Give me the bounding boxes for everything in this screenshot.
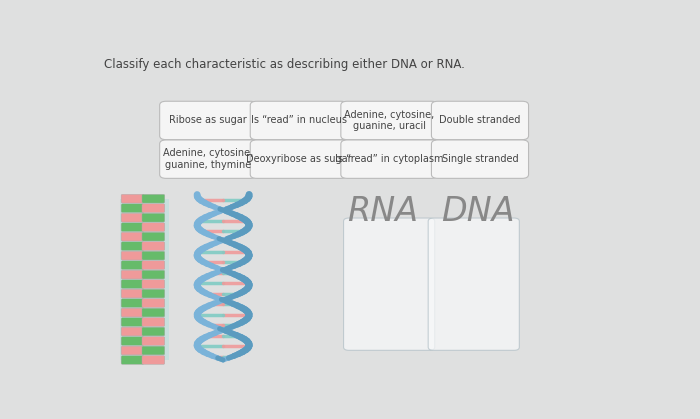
Text: Classify each characteristic as describing either DNA or RNA.: Classify each characteristic as describi… <box>104 58 465 71</box>
FancyBboxPatch shape <box>142 356 164 365</box>
FancyBboxPatch shape <box>121 346 144 355</box>
Text: Adenine, cytosine,
guanine, thymine: Adenine, cytosine, guanine, thymine <box>163 148 253 170</box>
FancyBboxPatch shape <box>121 242 144 251</box>
FancyBboxPatch shape <box>142 194 164 203</box>
FancyBboxPatch shape <box>142 213 164 222</box>
FancyBboxPatch shape <box>121 356 144 365</box>
Text: DNA: DNA <box>441 195 515 228</box>
FancyBboxPatch shape <box>121 308 144 317</box>
FancyBboxPatch shape <box>121 318 144 326</box>
FancyBboxPatch shape <box>142 223 164 232</box>
FancyBboxPatch shape <box>142 280 164 288</box>
FancyBboxPatch shape <box>431 140 528 178</box>
Text: Is “read” in cytoplasm: Is “read” in cytoplasm <box>335 154 444 164</box>
FancyBboxPatch shape <box>341 140 438 178</box>
FancyBboxPatch shape <box>121 204 144 212</box>
FancyBboxPatch shape <box>142 251 164 260</box>
FancyBboxPatch shape <box>344 218 435 350</box>
FancyBboxPatch shape <box>142 337 164 345</box>
FancyBboxPatch shape <box>142 327 164 336</box>
FancyBboxPatch shape <box>121 251 144 260</box>
FancyBboxPatch shape <box>142 242 164 251</box>
FancyBboxPatch shape <box>142 299 164 308</box>
FancyBboxPatch shape <box>431 101 528 140</box>
Text: Ribose as sugar: Ribose as sugar <box>169 116 247 125</box>
Text: Is “read” in nucleus: Is “read” in nucleus <box>251 116 346 125</box>
Text: Adenine, cytosine,
guanine, uracil: Adenine, cytosine, guanine, uracil <box>344 110 435 131</box>
FancyBboxPatch shape <box>121 213 144 222</box>
FancyBboxPatch shape <box>341 101 438 140</box>
FancyBboxPatch shape <box>142 232 164 241</box>
FancyBboxPatch shape <box>121 261 144 269</box>
FancyBboxPatch shape <box>160 101 257 140</box>
FancyBboxPatch shape <box>428 218 519 350</box>
FancyBboxPatch shape <box>142 308 164 317</box>
FancyBboxPatch shape <box>121 299 144 308</box>
FancyBboxPatch shape <box>142 318 164 326</box>
FancyBboxPatch shape <box>121 337 144 345</box>
Text: Deoxyribose as sugar: Deoxyribose as sugar <box>246 154 351 164</box>
FancyBboxPatch shape <box>142 270 164 279</box>
FancyBboxPatch shape <box>142 261 164 269</box>
FancyBboxPatch shape <box>142 289 164 298</box>
FancyBboxPatch shape <box>160 140 257 178</box>
FancyBboxPatch shape <box>121 327 144 336</box>
FancyBboxPatch shape <box>142 346 164 355</box>
Text: RNA: RNA <box>348 195 419 228</box>
FancyBboxPatch shape <box>251 101 347 140</box>
FancyBboxPatch shape <box>121 194 144 203</box>
FancyBboxPatch shape <box>121 223 144 232</box>
FancyBboxPatch shape <box>142 204 164 212</box>
Text: Double stranded: Double stranded <box>440 116 521 125</box>
FancyBboxPatch shape <box>121 289 144 298</box>
FancyBboxPatch shape <box>121 232 144 241</box>
FancyBboxPatch shape <box>121 280 144 288</box>
FancyBboxPatch shape <box>120 199 169 360</box>
Text: Single stranded: Single stranded <box>442 154 518 164</box>
FancyBboxPatch shape <box>121 270 144 279</box>
FancyBboxPatch shape <box>251 140 347 178</box>
